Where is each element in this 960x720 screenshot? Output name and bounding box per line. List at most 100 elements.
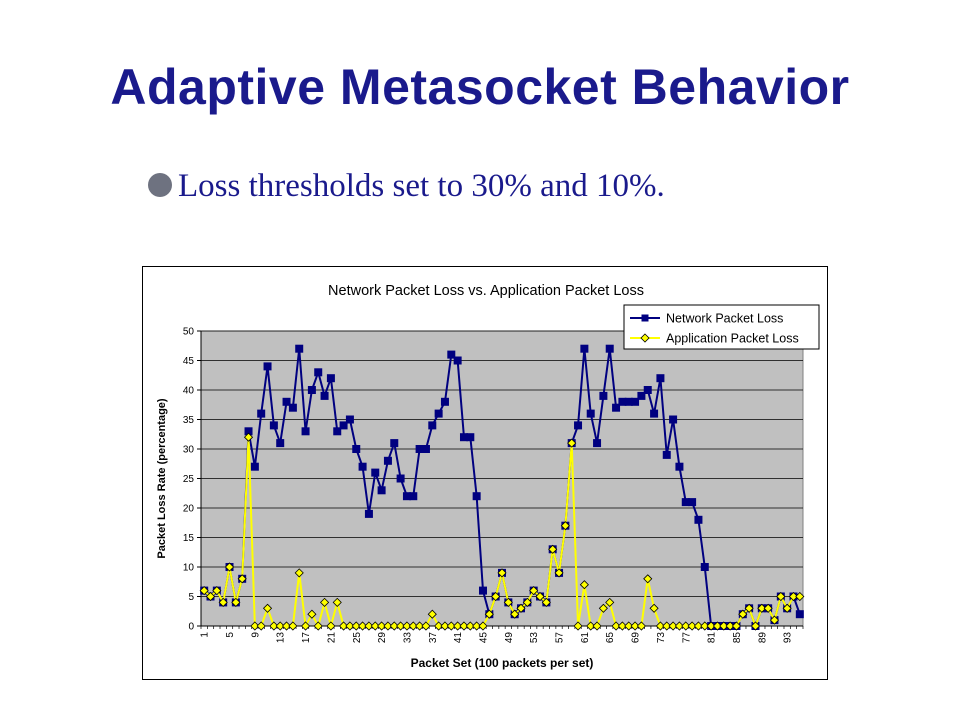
application-packet-loss-point [624,621,634,631]
application-packet-loss-point [529,586,539,596]
application-packet-loss-point [377,621,387,631]
application-packet-loss-point [358,621,368,631]
network-packet-loss-point [453,356,462,365]
bullet-dot-icon [148,172,172,197]
application-packet-loss-point [744,603,754,613]
application-packet-loss-point [288,621,298,631]
x-tick-label: 17 [301,632,312,644]
application-packet-loss-point [465,621,475,631]
chart-container: Network Packet Loss vs. Application Pack… [142,266,828,680]
application-packet-loss-point [763,603,773,613]
x-tick-label: 13 [276,632,287,644]
application-packet-loss-point [218,597,228,607]
application-packet-loss-point [706,621,716,631]
network-packet-loss-point [269,421,278,430]
application-packet-loss-point [478,621,488,631]
x-tick-label: 77 [681,632,692,644]
x-tick-label: 65 [605,632,616,644]
y-tick-label: 30 [183,445,195,456]
x-tick-label: 69 [631,632,642,644]
x-tick-label: 57 [555,632,566,644]
network-packet-loss-point [383,456,392,465]
line-chart: Network Packet Loss vs. Application Pack… [156,283,820,670]
application-packet-loss-point [605,597,615,607]
application-packet-loss-point [674,621,684,631]
application-packet-loss-point [421,621,431,631]
legend-box [623,304,820,350]
x-tick-label: 1 [200,632,211,638]
network-packet-loss-point [669,415,678,424]
application-packet-loss-point [231,597,241,607]
application-packet-loss-point [725,621,735,631]
x-tick-label: 9 [250,632,261,638]
chart-title: Network Packet Loss vs. Application Pack… [328,283,644,299]
application-packet-loss-point [205,591,216,602]
application-packet-loss-point [237,574,247,584]
x-tick-label: 21 [326,632,337,644]
application-packet-loss-point [611,621,621,631]
application-packet-loss-point [586,621,596,631]
chart-legend: Network Packet Loss Application Packet Lo… [623,304,820,350]
network-packet-loss-point [276,439,285,448]
network-packet-loss-point [421,445,430,453]
x-tick-label: 41 [453,632,464,644]
application-packet-loss-point [719,621,729,631]
application-packet-loss-point [503,597,513,607]
application-packet-loss-point [567,438,577,448]
application-packet-loss-point [776,591,786,602]
network-packet-loss-point [257,409,266,418]
application-packet-loss-point [630,621,640,631]
y-tick-label: 5 [188,592,194,603]
application-packet-loss-point [643,574,653,584]
y-tick-label: 10 [183,563,195,574]
application-packet-loss-point [681,621,691,631]
application-packet-loss-point [250,621,260,631]
x-tick-label: 85 [732,632,743,644]
application-packet-loss-point [592,621,602,631]
x-tick-label: 45 [478,632,489,644]
application-packet-loss-point [262,603,273,613]
application-packet-loss-point [351,621,361,631]
application-packet-loss-point [687,621,697,631]
application-packet-loss-point [389,621,399,631]
y-tick-label: 40 [183,386,195,397]
application-packet-loss-point [782,603,792,613]
network-packet-loss-point [364,509,373,518]
network-packet-loss-point [320,391,329,400]
application-packet-loss-point [320,597,330,607]
application-packet-loss-point [364,621,374,631]
application-packet-loss-point [313,621,323,631]
x-tick-label: 73 [656,632,667,644]
x-tick-label: 49 [504,632,515,644]
application-packet-loss-point [427,609,437,619]
application-packet-loss-point [408,621,418,631]
y-axis-label: Packet Loss Rate (percentage) [156,398,168,559]
application-packet-loss-point [453,621,463,631]
network-packet-loss-point [428,421,437,430]
application-packet-loss-point [579,580,589,590]
network-packet-loss-point [377,486,386,495]
application-packet-loss-point [510,609,520,619]
y-tick-label: 0 [188,622,194,633]
application-packet-loss-point [396,621,406,631]
legend-marker-application-packet-loss [640,333,650,343]
application-packet-loss-point [535,591,545,602]
x-tick-label: 53 [529,632,540,644]
application-packet-loss-point [491,591,501,602]
application-packet-loss-point [459,621,469,631]
application-packet-loss-point [662,621,672,631]
bullet-text: Loss thresholds set to 30% and 10%. [178,168,665,204]
network-packet-loss-point [440,397,449,406]
x-tick-label: 81 [707,632,718,644]
application-packet-loss-point [326,621,336,631]
network-packet-loss-point [631,397,640,406]
x-tick-label: 61 [580,632,591,644]
x-tick-label: 37 [428,632,439,644]
network-packet-loss-point [662,450,671,459]
network-packet-loss-point [288,403,297,412]
application-packet-loss-point [294,568,304,578]
network-packet-loss-point [333,427,342,436]
x-tick-label: 5 [225,632,236,638]
application-packet-loss-point [243,432,254,442]
application-packet-loss-point [332,597,342,607]
